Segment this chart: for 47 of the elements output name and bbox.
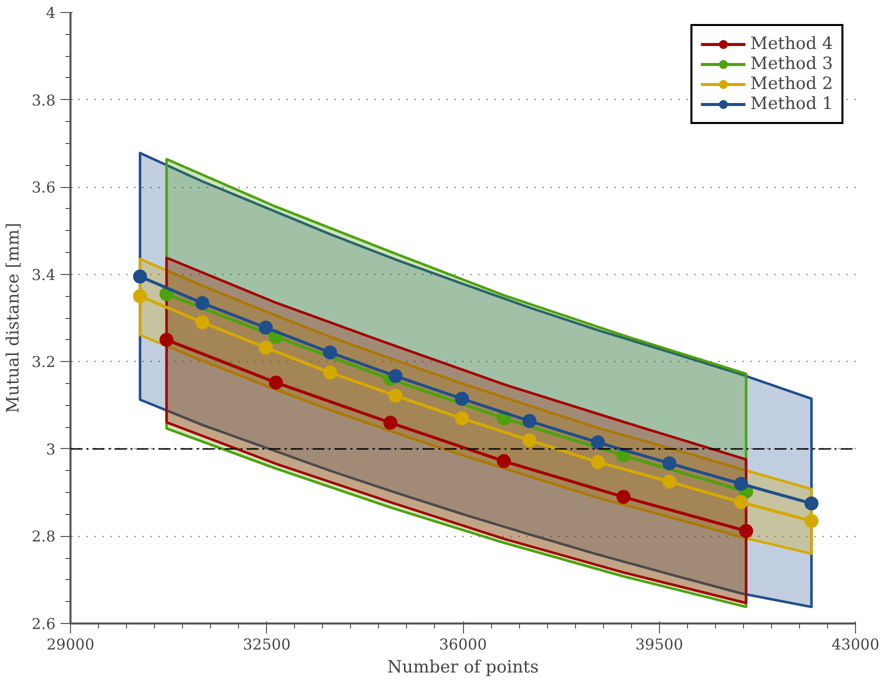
y-tick-label: 3.6 xyxy=(32,178,56,197)
y-axis-title: Mutual distance [mm] xyxy=(4,222,24,414)
legend-label: Method 2 xyxy=(750,74,833,94)
point xyxy=(590,455,605,470)
point xyxy=(268,376,283,390)
point xyxy=(388,369,403,384)
point xyxy=(616,490,630,504)
legend-label: Method 4 xyxy=(750,34,833,54)
point xyxy=(454,411,469,426)
y-tick-label: 4 xyxy=(46,4,56,22)
x-tick-label: 43000 xyxy=(832,636,880,654)
x-tick-label: 32500 xyxy=(242,636,291,654)
x-tick-label: 29000 xyxy=(46,636,94,654)
point xyxy=(160,332,174,347)
y-tick-label: 3.2 xyxy=(32,353,56,372)
y-tick-label: 3.4 xyxy=(32,266,56,284)
x-tick-label: 39500 xyxy=(635,636,684,654)
point xyxy=(454,392,469,406)
point xyxy=(258,320,273,335)
point xyxy=(662,474,676,489)
x-axis-title: Number of points xyxy=(387,658,539,678)
point xyxy=(383,416,398,430)
point xyxy=(258,340,273,355)
point xyxy=(388,388,403,403)
legend-label: Method 3 xyxy=(750,54,833,74)
point xyxy=(804,514,818,528)
point xyxy=(522,414,536,428)
point xyxy=(739,524,754,538)
point xyxy=(195,296,210,310)
point xyxy=(133,270,148,284)
point xyxy=(804,496,818,510)
point xyxy=(195,315,210,330)
point xyxy=(323,345,338,360)
point xyxy=(662,456,676,470)
point xyxy=(590,435,605,450)
point xyxy=(734,476,748,491)
legend-label: Method 1 xyxy=(750,94,833,114)
point xyxy=(734,495,748,510)
y-tick-label: 2.6 xyxy=(32,615,56,633)
x-tick-label: 36000 xyxy=(439,636,487,654)
point xyxy=(323,366,338,380)
point xyxy=(496,454,511,468)
y-tick-label: 3 xyxy=(46,440,56,458)
y-tick-label: 2.8 xyxy=(32,528,56,546)
point xyxy=(522,433,536,448)
y-tick-label: 3.8 xyxy=(32,91,56,110)
point xyxy=(133,289,148,304)
